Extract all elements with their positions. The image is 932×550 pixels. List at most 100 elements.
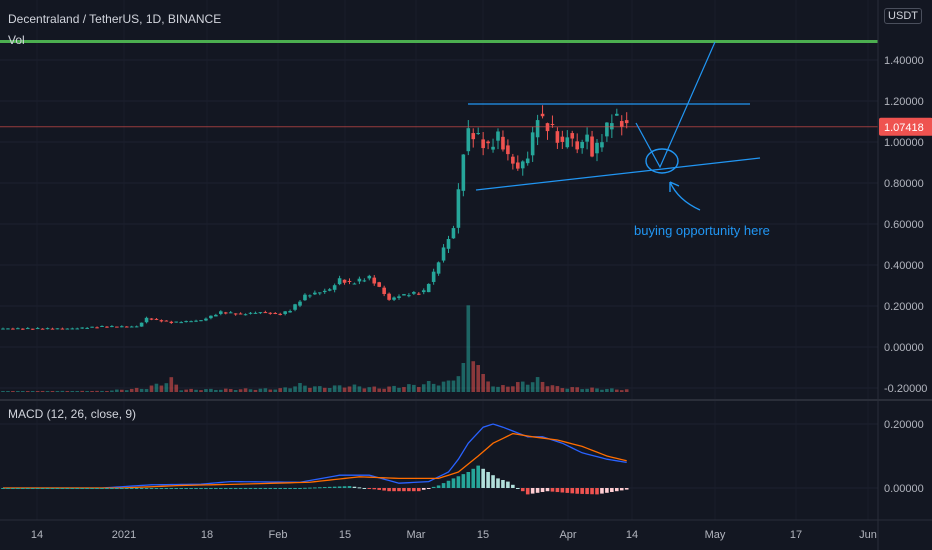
candle-body: [40, 328, 45, 330]
macd-histogram-bar: [35, 488, 40, 489]
volume-bar: [248, 389, 253, 392]
candle-body: [610, 123, 614, 130]
volume-bar: [436, 385, 441, 392]
macd-histogram-bar: [560, 488, 565, 493]
macd-histogram-bar: [421, 488, 426, 490]
volume-bar: [580, 389, 584, 392]
volume-bar: [421, 384, 426, 392]
candle-body: [446, 239, 451, 249]
macd-histogram-bar: [115, 488, 119, 489]
macd-histogram-bar: [159, 488, 164, 489]
symbol-title[interactable]: Decentraland / TetherUS, 1D, BINANCE: [8, 12, 222, 26]
candle-body: [139, 322, 144, 327]
macd-histogram-bar: [412, 488, 416, 492]
volume-bar: [605, 388, 609, 392]
macd-histogram-bar: [258, 488, 263, 489]
candle-body: [303, 294, 307, 301]
volume-bar: [511, 386, 515, 392]
macd-histogram-bar: [615, 488, 619, 492]
candle-body: [565, 137, 570, 148]
volume-bar: [25, 390, 30, 392]
macd-histogram-bar: [303, 487, 307, 489]
candle-body: [377, 282, 381, 287]
candle-body: [471, 133, 476, 140]
macd-histogram-bar: [144, 488, 149, 489]
macd-histogram-bar: [397, 488, 401, 492]
volume-bar: [243, 388, 248, 392]
macd-pane: [1, 423, 629, 495]
candle-body: [322, 290, 327, 293]
volume-bar: [194, 389, 198, 392]
volume-bar: [402, 387, 406, 392]
volume-bar: [219, 389, 223, 392]
candle-body: [605, 122, 609, 137]
candle-body: [580, 141, 584, 149]
candle-body: [619, 121, 624, 127]
macd-histogram-bar: [120, 488, 124, 489]
volume-bar: [154, 383, 159, 392]
candle-body: [402, 294, 406, 296]
volume-bar: [456, 376, 461, 392]
macd-histogram-bar: [233, 488, 238, 489]
volume-bar: [209, 388, 213, 392]
candle-body: [268, 312, 273, 314]
volume-bar: [535, 377, 540, 392]
time-tick-label: Apr: [559, 529, 576, 541]
macd-histogram-bar: [110, 488, 114, 489]
volume-bar: [570, 387, 575, 392]
price-tick-label: 0.60000: [884, 219, 924, 231]
volume-bar: [610, 388, 614, 392]
annotation-lines: 1.07418: [0, 40, 932, 211]
volume-bar: [129, 388, 134, 392]
macd-histogram-bar: [60, 488, 65, 489]
volume-bar: [105, 391, 109, 392]
candle-body: [16, 328, 20, 330]
candle-body: [367, 275, 372, 279]
macd-histogram-bar: [80, 488, 84, 489]
unit-badge[interactable]: USDT: [884, 8, 922, 24]
candle-body: [392, 297, 396, 300]
candle-body: [342, 279, 347, 283]
candle-body: [80, 327, 84, 329]
candle-body: [501, 136, 505, 150]
volume-bar: [30, 391, 35, 392]
candle-body: [204, 318, 208, 321]
volume-bar: [367, 387, 372, 392]
volume-bar: [545, 386, 550, 392]
volume-bar: [501, 385, 505, 392]
candle-body: [134, 326, 139, 328]
volume-label[interactable]: Vol: [8, 33, 25, 47]
price-tick-label: 1.00000: [884, 137, 924, 149]
volume-bar: [426, 381, 431, 392]
volume-bar: [550, 385, 555, 392]
macd-histogram-bar: [516, 488, 520, 489]
volume-bar: [347, 386, 352, 392]
volume-bar: [525, 384, 530, 392]
macd-histogram-bar: [209, 488, 213, 489]
candle-body: [466, 128, 471, 152]
candle-body: [575, 141, 579, 150]
candle-body: [293, 304, 297, 310]
volume-bar: [283, 387, 287, 392]
macd-histogram-bar: [40, 488, 45, 489]
volume-bar: [516, 382, 520, 392]
macd-histogram-bar: [377, 488, 381, 490]
price-tick-label: 0.00000: [884, 342, 924, 354]
macd-label[interactable]: MACD (12, 26, close, 9): [8, 407, 137, 421]
candle-body: [481, 139, 485, 149]
volume-bar: [164, 383, 169, 392]
volume-bar: [134, 387, 139, 392]
candle-body: [273, 313, 278, 315]
candle-body: [496, 131, 500, 141]
volume-bar: [238, 389, 243, 392]
volume-bar: [273, 389, 278, 392]
macd-histogram-bar: [382, 488, 386, 491]
candle-body: [372, 277, 377, 284]
macd-histogram-bar: [238, 488, 243, 489]
pointer-arrow: [669, 181, 701, 211]
macd-histogram-bar: [570, 488, 575, 494]
volume-bar: [332, 385, 337, 392]
macd-histogram-bar: [575, 488, 579, 494]
candle-body: [530, 132, 535, 156]
